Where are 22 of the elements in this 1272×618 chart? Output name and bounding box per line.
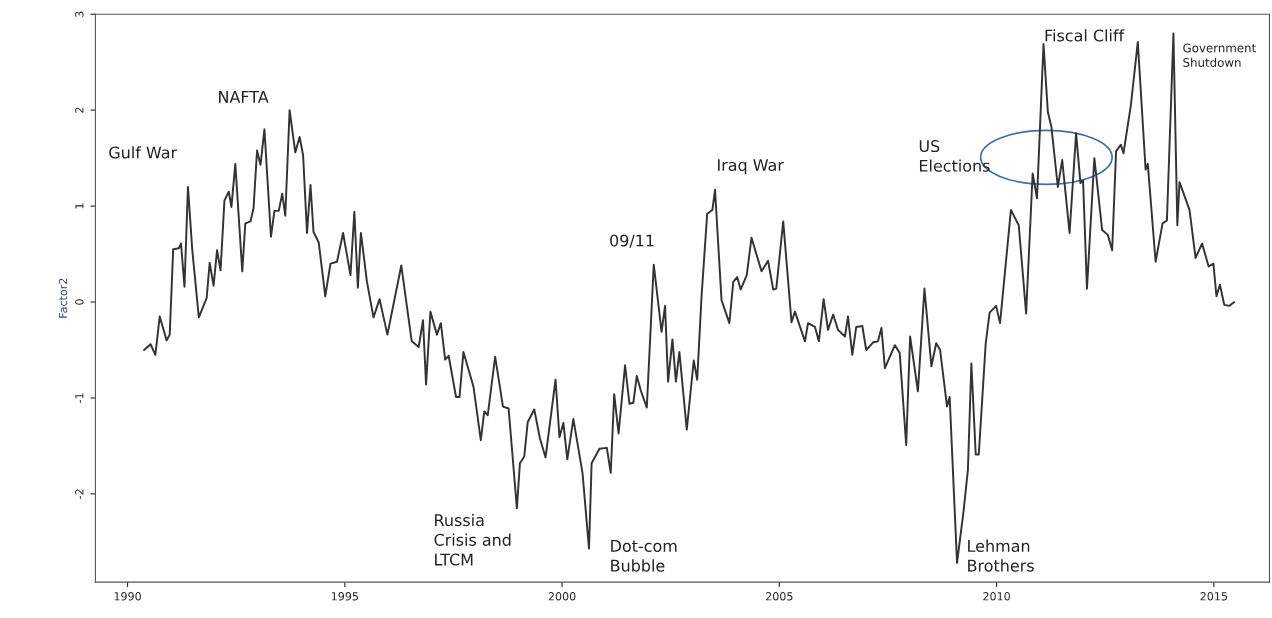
x-tick-label: 1990 xyxy=(114,592,141,601)
annotation: Gulf War xyxy=(109,146,178,159)
x-tick-label: 2000 xyxy=(548,592,576,601)
y-tick-label: -2 xyxy=(75,489,84,499)
y-tick-label: 0 xyxy=(75,299,84,305)
y-axis-title: Factor2 xyxy=(58,278,68,318)
annotation: Fiscal Cliff xyxy=(1045,29,1125,42)
annotation: NAFTA xyxy=(219,91,269,103)
annotation: 09/11 xyxy=(610,234,654,248)
annotation: Government Shutdown xyxy=(1183,43,1256,67)
x-tick-label: 2015 xyxy=(1200,592,1228,601)
y-tick-label: 2 xyxy=(75,107,84,113)
y-tick-label: -1 xyxy=(75,393,84,403)
annotation: Lehman Brothers xyxy=(968,539,1034,572)
x-tick-label: 1995 xyxy=(331,592,358,601)
annotation: Russia Crisis and LTCM xyxy=(434,513,511,566)
annotation: Iraq War xyxy=(718,159,784,175)
y-tick-label: 1 xyxy=(75,203,84,209)
x-tick-label: 2010 xyxy=(983,592,1010,601)
x-tick-label: 2005 xyxy=(766,592,793,601)
y-tick-label: 3 xyxy=(75,11,84,17)
annotation: Dot-com Bubble xyxy=(611,540,677,572)
